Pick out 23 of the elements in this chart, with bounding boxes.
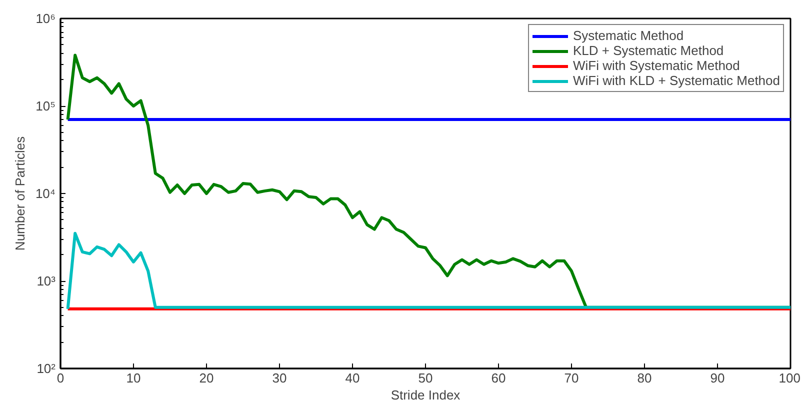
x-tick-label: 90 <box>710 370 725 386</box>
legend-label: KLD + Systematic Method <box>573 43 724 58</box>
x-tick-label: 40 <box>345 370 360 386</box>
y-axis-title: Number of Particles <box>12 136 28 251</box>
x-tick-label: 30 <box>272 370 287 386</box>
x-tick-label: 80 <box>637 370 652 386</box>
line-series <box>66 232 790 310</box>
y-tick-label: 10⁶ <box>36 11 56 26</box>
y-tick-label: 10² <box>36 361 56 376</box>
x-tick-label: 100 <box>778 370 801 386</box>
x-tick-label: 20 <box>199 370 214 386</box>
legend-label: WiFi with Systematic Method <box>573 58 740 73</box>
y-tick-label: 10⁴ <box>35 186 56 201</box>
x-tick-label: 60 <box>491 370 506 386</box>
y-tick-label: 10³ <box>36 274 56 288</box>
legend-label: Systematic Method <box>573 28 684 43</box>
x-axis-title: Stride Index <box>390 388 461 402</box>
y-tick-label: 10⁵ <box>36 98 56 114</box>
legend-label: WiFi with KLD + Systematic Method <box>573 73 780 88</box>
x-tick-label: 70 <box>564 370 579 386</box>
x-tick-label: 10 <box>126 370 141 386</box>
x-tick-label: 0 <box>56 370 64 386</box>
x-tick-label: 50 <box>418 370 433 386</box>
